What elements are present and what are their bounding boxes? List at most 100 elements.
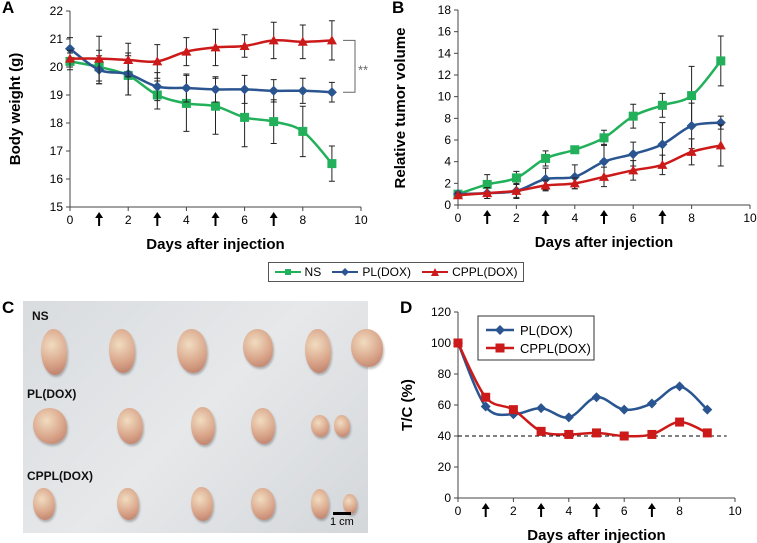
chart-d: 0 20 40 60 80 100 120 0 2 4 6 8 10 Days after injecti… xyxy=(399,305,742,543)
legend-label: CPPL(DOX) xyxy=(452,265,518,279)
marker-square xyxy=(481,392,491,402)
marker-diamond xyxy=(181,83,192,93)
marker-triangle xyxy=(599,171,609,181)
y-axis-title: T/C (%) xyxy=(399,379,416,431)
injection-arrow-icon xyxy=(153,212,162,226)
x-tick-label: 6 xyxy=(621,504,628,518)
marker-square xyxy=(327,159,337,169)
legend-label: NS xyxy=(304,265,322,279)
series-line xyxy=(457,144,722,197)
marker-diamond xyxy=(563,412,574,423)
tumor xyxy=(33,488,55,520)
legend-label: CPPL(DOX) xyxy=(520,341,591,356)
row-label-pl-dox: PL(DOX) xyxy=(27,387,77,401)
tumor xyxy=(343,494,357,514)
scale-bar: 1 cm xyxy=(330,512,354,528)
marker-diamond xyxy=(210,84,221,95)
x-tick-label: 8 xyxy=(299,213,306,227)
marker-diamond xyxy=(674,381,685,392)
arrow-head xyxy=(600,210,608,216)
y-tick-label: 12 xyxy=(438,68,452,82)
y-tick-label: 0 xyxy=(444,198,451,212)
marker-triangle xyxy=(326,35,337,45)
marker-triangle xyxy=(628,165,639,175)
marker-square xyxy=(702,428,712,438)
y-tick-label: 15 xyxy=(50,200,64,214)
injection-arrow-icon xyxy=(600,210,608,224)
y-tick-label: 80 xyxy=(438,367,452,381)
y-tick-label: 20 xyxy=(438,460,452,474)
marker-square xyxy=(495,343,505,353)
marker-square xyxy=(541,153,551,163)
marker-diamond xyxy=(480,401,491,412)
marker-square xyxy=(657,100,667,110)
shared-legend: NS PL(DOX) CPPL(DOX) xyxy=(268,262,524,282)
tumor xyxy=(305,329,331,373)
legend-box xyxy=(477,315,595,361)
marker-triangle xyxy=(453,190,463,200)
x-tick-label: 6 xyxy=(630,211,637,225)
marker-square xyxy=(687,91,697,101)
tumor xyxy=(311,415,329,437)
panel-label-a: A xyxy=(2,0,15,17)
injection-arrow-icon xyxy=(269,212,278,226)
marker-square xyxy=(599,133,609,143)
panel-label-b: B xyxy=(392,0,405,17)
x-tick-label: 4 xyxy=(183,213,190,227)
series-cppldox xyxy=(453,124,726,200)
y-tick-label: 19 xyxy=(50,88,64,102)
marker-triangle xyxy=(686,146,697,156)
marker-square xyxy=(269,117,279,127)
marker-square xyxy=(298,126,308,136)
panel-label-c: C xyxy=(2,298,15,317)
marker-square xyxy=(240,112,250,122)
marker-square xyxy=(564,429,574,439)
marker-diamond xyxy=(628,149,639,160)
marker-triangle xyxy=(715,140,726,150)
marker-square xyxy=(570,145,580,155)
chart-legend: PL(DOX) CPPL(DOX) xyxy=(477,315,595,361)
panel-label-d: D xyxy=(400,298,413,317)
injection-arrow-icon xyxy=(658,210,667,224)
arrow-head xyxy=(483,210,492,216)
tumor xyxy=(117,408,143,444)
marker-diamond xyxy=(591,392,602,403)
marker-diamond xyxy=(702,404,713,415)
series-pldox xyxy=(65,37,337,104)
series-line xyxy=(456,342,708,438)
tumor xyxy=(251,408,275,444)
marker-diamond xyxy=(65,43,75,54)
x-tick-label: 8 xyxy=(688,211,695,225)
series-pldox xyxy=(453,102,726,200)
y-tick-label: 20 xyxy=(50,60,64,74)
x-tick-label: 4 xyxy=(571,211,578,225)
chart-b: 0 2 4 6 8 10 12 14 16 18 0 2 4 6 8 10 Days after injecti… xyxy=(392,3,757,251)
injection-arrow-icon xyxy=(95,212,104,226)
series-ns xyxy=(65,49,337,182)
x-axis-title: Days after injection xyxy=(535,234,673,251)
y-axis-title: Body weight (g) xyxy=(7,53,24,166)
marker-square xyxy=(592,428,601,438)
tumor xyxy=(109,329,135,373)
scale-label: 1 cm xyxy=(330,516,354,528)
tumor-photo: NS PL(DOX) CPPL(DOX) 1 cm xyxy=(23,301,383,533)
marker-diamond xyxy=(569,171,580,182)
series-line xyxy=(457,60,722,196)
arrow-head xyxy=(658,210,667,216)
x-tick-label: 10 xyxy=(354,213,368,227)
y-tick-label: 4 xyxy=(444,155,451,169)
marker-square xyxy=(508,405,518,415)
x-tick-label: 2 xyxy=(513,211,520,225)
marker-triangle xyxy=(569,178,580,188)
marker-diamond xyxy=(646,398,657,409)
y-tick-label: 22 xyxy=(50,4,64,18)
row-label-ns: NS xyxy=(32,309,49,323)
tumor xyxy=(311,489,329,519)
arrow-head xyxy=(95,212,104,218)
injection-arrow-icon xyxy=(483,210,492,224)
marker-square xyxy=(211,101,220,111)
chart-a: 15 16 17 18 19 20 21 22 0 2 4 6 8 10 Days after inject… xyxy=(7,4,368,253)
arrow-head xyxy=(537,503,546,509)
marker-triangle xyxy=(239,41,250,50)
